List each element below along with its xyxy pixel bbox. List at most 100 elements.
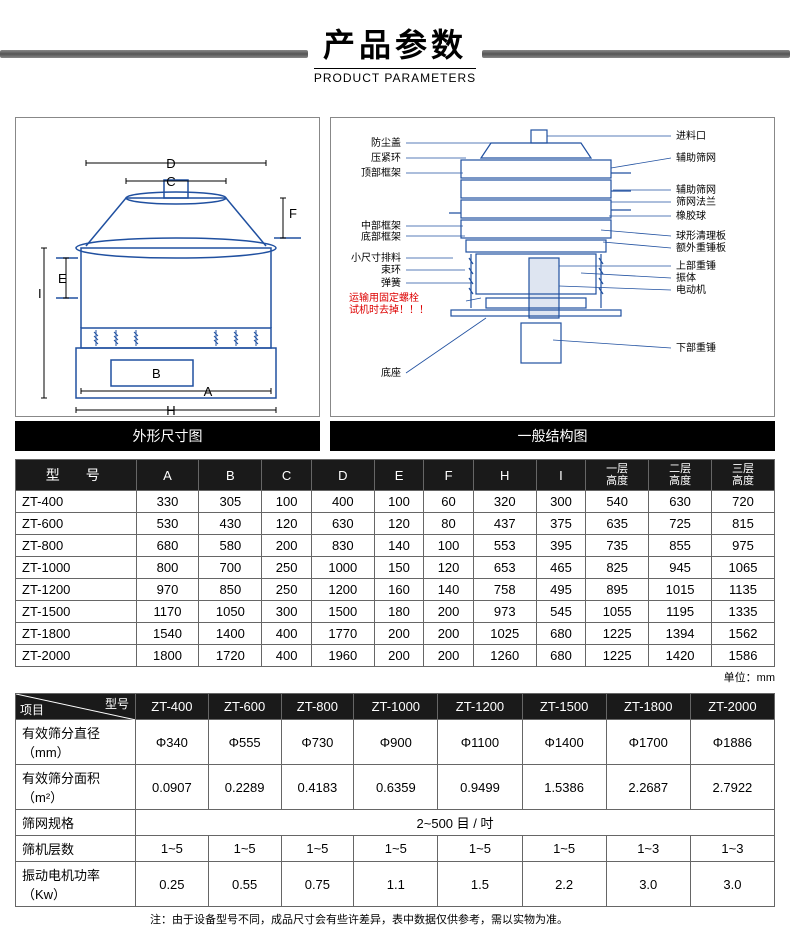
cell: 700 — [199, 557, 262, 579]
cell: 437 — [473, 513, 536, 535]
title-cn: 产品参数 — [314, 20, 476, 66]
cell: 825 — [586, 557, 649, 579]
cell: ZT-2000 — [16, 645, 137, 667]
col-header: ZT-2000 — [690, 694, 774, 720]
structure-diagram: 防尘盖 压紧环 顶部框架 中部框架 底部框架 小尺寸排料 束环 弹簧 运输用固定… — [330, 117, 775, 417]
col-header: ZT-1500 — [522, 694, 606, 720]
cell: Φ1700 — [606, 720, 690, 765]
cell: ZT-1500 — [16, 601, 137, 623]
cell: 2.7922 — [690, 765, 774, 810]
cell: 1260 — [473, 645, 536, 667]
row-header: 振动电机功率（Kw） — [16, 862, 136, 907]
lbl: 辅助筛网 — [676, 151, 716, 164]
cell: 580 — [199, 535, 262, 557]
lbl: 振体 — [676, 271, 696, 284]
cell: 1225 — [586, 645, 649, 667]
cell: 735 — [586, 535, 649, 557]
cell: 60 — [424, 491, 474, 513]
cell: Φ1400 — [522, 720, 606, 765]
cell: 1~3 — [606, 836, 690, 862]
col-header: F — [424, 460, 474, 491]
cell: 1586 — [712, 645, 775, 667]
cell: 200 — [262, 535, 312, 557]
col-header: H — [473, 460, 536, 491]
cell: 1562 — [712, 623, 775, 645]
cell: ZT-800 — [16, 535, 137, 557]
cell: 1~5 — [208, 836, 281, 862]
cell: 2.2687 — [606, 765, 690, 810]
cell: 1200 — [311, 579, 374, 601]
cell: 1960 — [311, 645, 374, 667]
lbl: 小尺寸排料 — [351, 251, 401, 264]
col-header: 三层高度 — [712, 460, 775, 491]
cell: 530 — [136, 513, 199, 535]
cell: 330 — [136, 491, 199, 513]
cell: 0.6359 — [354, 765, 438, 810]
cell: 0.2289 — [208, 765, 281, 810]
cell: 1394 — [649, 623, 712, 645]
cell: 100 — [262, 491, 312, 513]
row-header: 有效筛分面积（m²） — [16, 765, 136, 810]
col-header: I — [536, 460, 586, 491]
cell: 653 — [473, 557, 536, 579]
cell: Φ1886 — [690, 720, 774, 765]
cell: 1055 — [586, 601, 649, 623]
cell: 3.0 — [606, 862, 690, 907]
col-header: 型 号 — [16, 460, 137, 491]
cell: 375 — [536, 513, 586, 535]
cell: ZT-1000 — [16, 557, 137, 579]
lbl: 下部重锤 — [676, 341, 716, 354]
cell: 100 — [374, 491, 424, 513]
lbl: 试机时去掉！！！ — [349, 303, 429, 316]
cell: 0.75 — [281, 862, 354, 907]
cell: 1500 — [311, 601, 374, 623]
cell: 1050 — [199, 601, 262, 623]
dimension-diagram: D C F E B A H I — [15, 117, 320, 417]
cell: 1770 — [311, 623, 374, 645]
cell: 200 — [424, 601, 474, 623]
cell: 635 — [586, 513, 649, 535]
cell: 400 — [262, 623, 312, 645]
cell: 630 — [649, 491, 712, 513]
cell: ZT-600 — [16, 513, 137, 535]
cell: 400 — [262, 645, 312, 667]
cell: 1~3 — [690, 836, 774, 862]
cell: 465 — [536, 557, 586, 579]
cell: 1~5 — [281, 836, 354, 862]
cell: 160 — [374, 579, 424, 601]
cell: 300 — [536, 491, 586, 513]
lbl: 底部框架 — [361, 230, 401, 243]
cell: 1800 — [136, 645, 199, 667]
col-header: 一层高度 — [586, 460, 649, 491]
cell: 973 — [473, 601, 536, 623]
lbl: 束环 — [381, 264, 401, 276]
cell: Φ555 — [208, 720, 281, 765]
cell: 630 — [311, 513, 374, 535]
col-header: A — [136, 460, 199, 491]
lbl: 筛网法兰 — [676, 195, 716, 208]
cell: 1.5 — [438, 862, 522, 907]
dimensions-table: 型 号ABCDEFHI一层高度二层高度三层高度ZT-40033030510040… — [15, 459, 775, 667]
cell: 1170 — [136, 601, 199, 623]
cell: 395 — [536, 535, 586, 557]
footnote: 注：由于设备型号不同，成品尺寸会有些许差异，表中数据仅供参考，需以实物为准。 — [0, 907, 790, 937]
cell: 120 — [374, 513, 424, 535]
cell: 1~5 — [136, 836, 209, 862]
cell: 1420 — [649, 645, 712, 667]
lbl: 球形清理板 — [676, 229, 726, 242]
row-header: 有效筛分直径（mm） — [16, 720, 136, 765]
cell: 200 — [424, 623, 474, 645]
cell: ZT-1200 — [16, 579, 137, 601]
cell: 1540 — [136, 623, 199, 645]
cell: 1195 — [649, 601, 712, 623]
cell: 680 — [136, 535, 199, 557]
lbl: 中部框架 — [361, 219, 401, 232]
diag-header: 型号项目 — [16, 694, 136, 720]
lbl: 压紧环 — [371, 152, 401, 164]
cell: Φ340 — [136, 720, 209, 765]
cell: 430 — [199, 513, 262, 535]
cell: 830 — [311, 535, 374, 557]
lbl: 弹簧 — [381, 276, 401, 289]
col-header: ZT-800 — [281, 694, 354, 720]
cell: 0.55 — [208, 862, 281, 907]
